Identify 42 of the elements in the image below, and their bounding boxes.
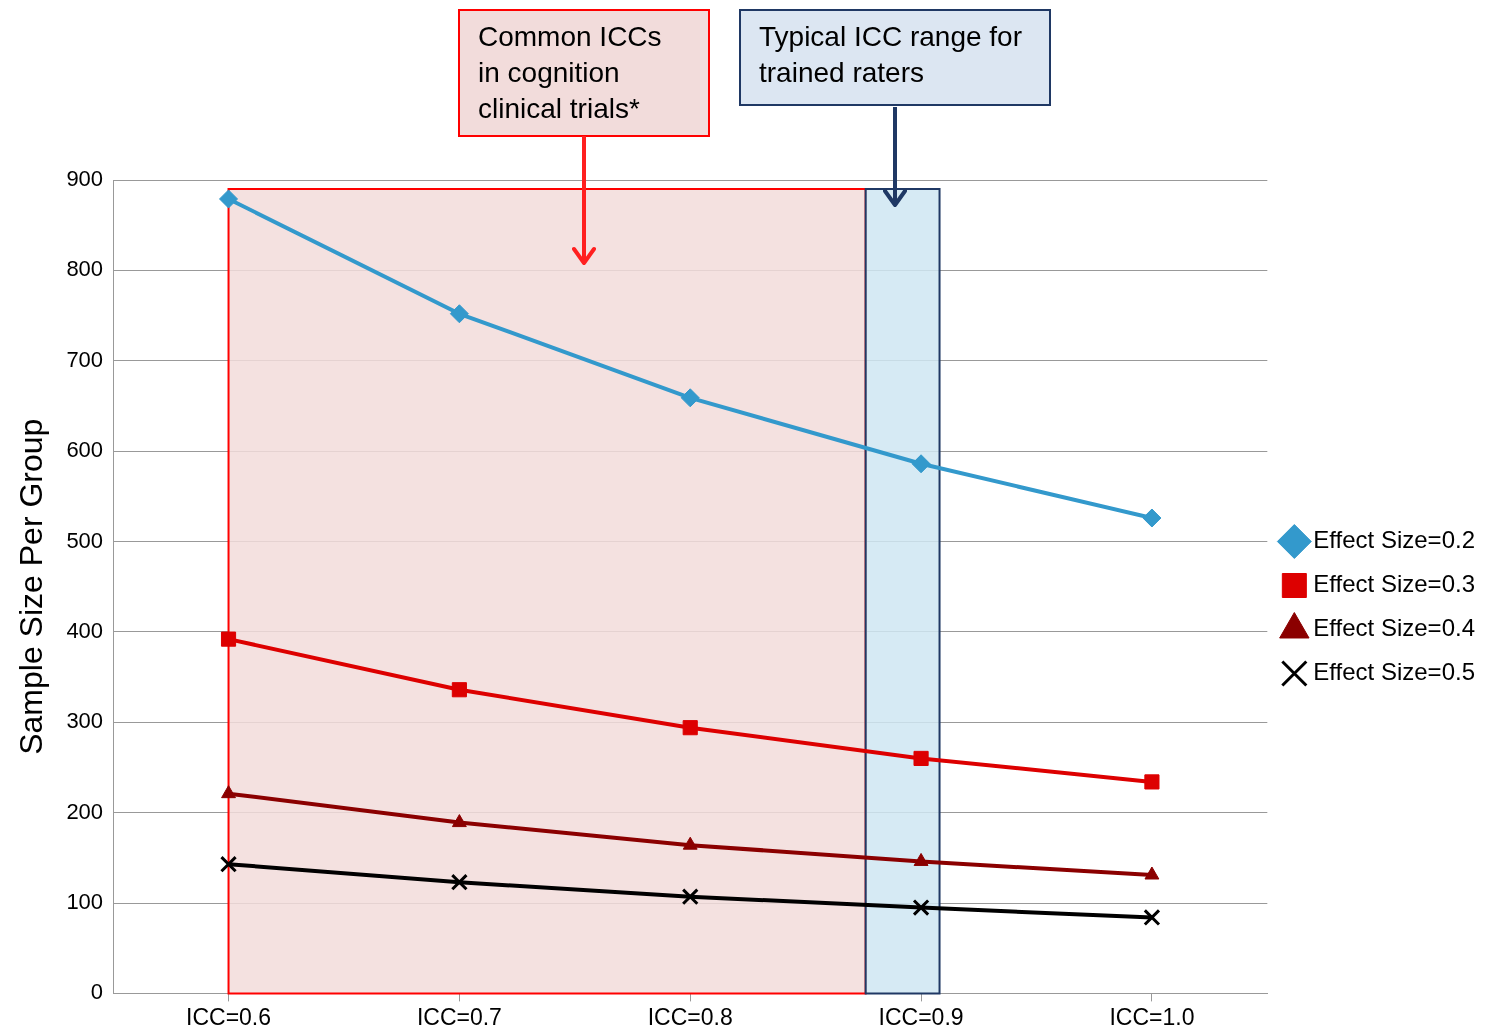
y-tick-label: 400 <box>66 617 104 643</box>
point <box>682 720 698 736</box>
point <box>1142 508 1162 528</box>
x-tick-label: ICC=0.7 <box>416 1003 502 1030</box>
y-tick-label: 0 <box>90 979 104 1005</box>
y-tick-label: 300 <box>66 708 104 734</box>
legend-label: Effect Size=0.3 <box>1313 570 1476 598</box>
y-tick-label: 900 <box>66 166 104 192</box>
x-tick-label: ICC=0.6 <box>186 1003 272 1030</box>
y-axis-title: Sample Size Per Group <box>13 418 50 755</box>
point <box>912 898 930 917</box>
legend-label: Effect Size=0.2 <box>1313 526 1476 554</box>
band-label: Common ICCs in cognition clinical trials* <box>458 9 710 137</box>
point <box>219 189 239 209</box>
point <box>913 852 929 866</box>
point <box>1144 774 1160 790</box>
point <box>913 750 929 766</box>
y-tick-label: 700 <box>66 346 104 372</box>
point <box>451 814 467 828</box>
point <box>449 304 469 324</box>
point <box>681 888 699 906</box>
legend-label: Effect Size=0.5 <box>1313 658 1476 686</box>
point <box>1144 866 1160 880</box>
point <box>451 682 467 698</box>
point <box>1143 908 1161 927</box>
x-tick-label: ICC=1.0 <box>1109 1003 1195 1030</box>
y-tick-label: 500 <box>66 527 104 553</box>
y-tick-label: 800 <box>66 256 104 282</box>
x-tick-label: ICC=0.9 <box>878 1003 964 1030</box>
point <box>220 631 237 647</box>
band-label: Typical ICC range for trained raters <box>739 9 1051 106</box>
legend-label: Effect Size=0.4 <box>1313 614 1476 642</box>
y-tick-label: 200 <box>66 798 104 824</box>
y-tick-label: 600 <box>66 437 104 463</box>
point <box>219 855 238 873</box>
point <box>911 454 931 474</box>
y-tick-label: 100 <box>66 889 104 915</box>
point <box>682 836 698 850</box>
x-tick-label: ICC=0.8 <box>647 1003 733 1030</box>
point <box>450 873 468 891</box>
point <box>221 785 236 799</box>
point <box>680 388 700 408</box>
